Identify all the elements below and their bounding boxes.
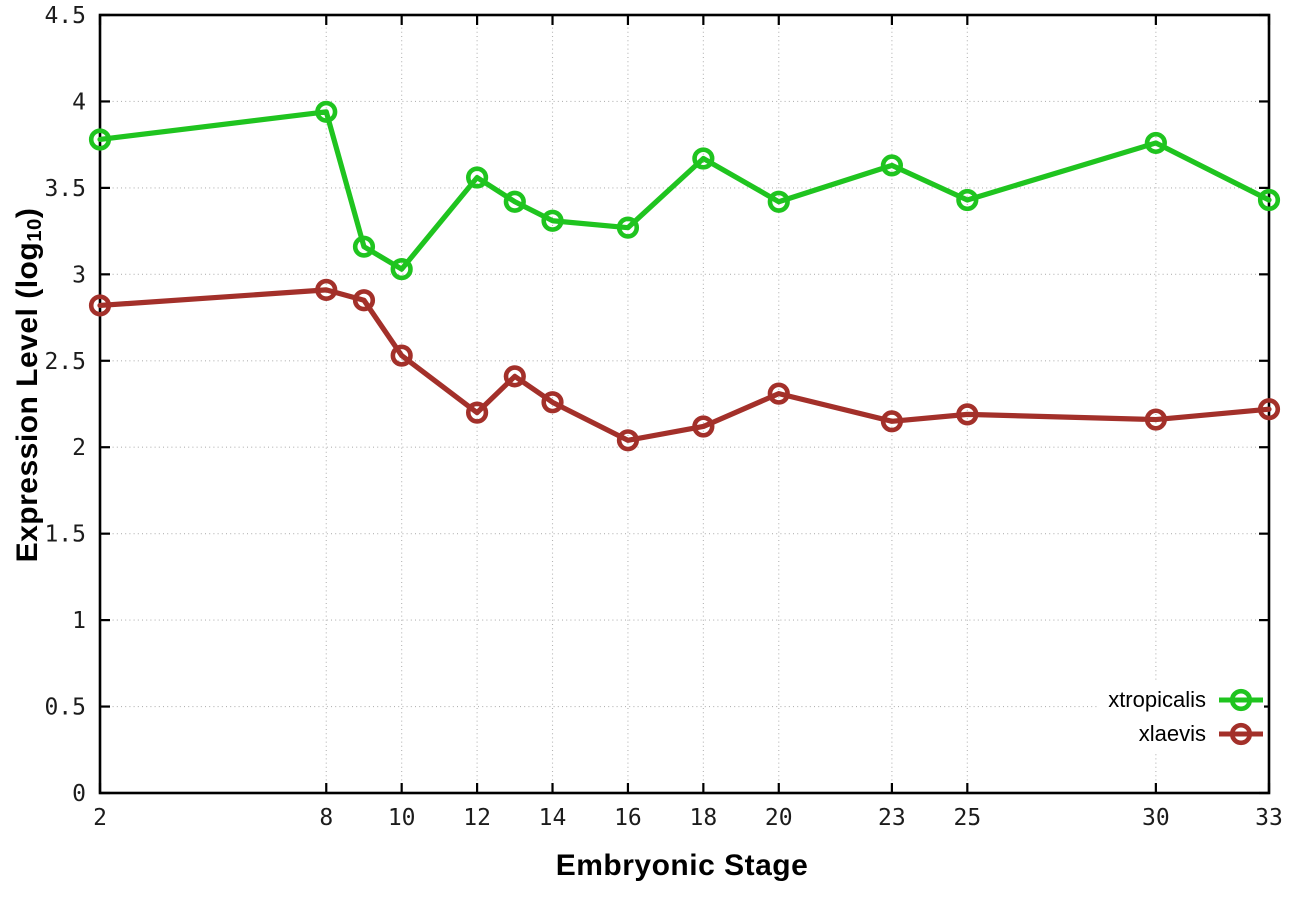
series-line-xlaevis xyxy=(97,287,1272,443)
data-point-xlaevis-stage-30 xyxy=(1144,408,1167,431)
data-point-xlaevis-stage-16 xyxy=(616,429,640,452)
data-point-xlaevis-stage-20 xyxy=(767,382,790,405)
x-tick-label: 14 xyxy=(539,805,567,831)
legend-label-xtropicalis: xtropicalis xyxy=(1108,687,1206,712)
y-tick-label: 0.5 xyxy=(44,695,86,721)
y-axis-title-main: Expression Level (log xyxy=(11,241,44,563)
x-axis-title: Embryonic Stage xyxy=(555,849,809,882)
data-point-xtropicalis-stage-20 xyxy=(767,190,790,213)
legend: xtropicalis xlaevis xyxy=(1098,681,1264,753)
data-point-xlaevis-stage-23 xyxy=(880,410,904,433)
data-point-xtropicalis-stage-12 xyxy=(465,166,489,189)
data-point-xlaevis-stage-18 xyxy=(692,415,715,438)
x-tick-label: 8 xyxy=(319,805,333,831)
plot-border xyxy=(98,13,1271,795)
legend-item-xtropicalis: xtropicalis xyxy=(1108,683,1264,717)
y-tick-label: 2 xyxy=(72,435,86,461)
y-axis-title-close: ) xyxy=(11,207,44,219)
data-point-xlaevis-stage-9 xyxy=(352,289,376,312)
data-point-xtropicalis-stage-13 xyxy=(503,190,526,213)
data-point-xlaevis-stage-14 xyxy=(541,391,564,414)
y-tick-label: 0 xyxy=(72,781,86,807)
legend-item-xlaevis: xlaevis xyxy=(1108,717,1264,751)
data-point-xtropicalis-stage-30 xyxy=(1144,131,1167,155)
y-tick-label: 3.5 xyxy=(44,176,86,202)
x-tick-label: 30 xyxy=(1142,805,1170,831)
data-point-xlaevis-stage-33 xyxy=(1257,398,1281,421)
data-point-xtropicalis-stage-16 xyxy=(616,216,640,239)
y-tick-label: 4 xyxy=(72,89,86,115)
tick-marks xyxy=(98,13,1271,795)
data-point-xtropicalis-stage-25 xyxy=(956,188,979,212)
y-tick-label: 2.5 xyxy=(44,349,86,375)
legend-label-xlaevis: xlaevis xyxy=(1138,721,1206,746)
x-tick-label: 25 xyxy=(953,805,981,831)
gridlines xyxy=(99,14,1270,794)
x-tick-label: 16 xyxy=(614,805,642,831)
data-point-xlaevis-stage-25 xyxy=(956,403,979,426)
series-xlaevis xyxy=(88,278,1281,452)
y-tick-label: 1 xyxy=(72,608,86,634)
data-point-xtropicalis-stage-14 xyxy=(541,209,564,232)
data-point-xtropicalis-stage-2 xyxy=(88,128,112,151)
data-point-xtropicalis-stage-9 xyxy=(352,235,376,258)
data-point-xlaevis-stage-10 xyxy=(390,344,413,367)
legend-marker-xlaevis-icon xyxy=(1219,722,1263,746)
data-point-xtropicalis-stage-10 xyxy=(390,258,413,281)
data-point-xtropicalis-stage-33 xyxy=(1257,188,1281,212)
series-xtropicalis xyxy=(88,100,1281,281)
data-point-xtropicalis-stage-18 xyxy=(692,147,715,170)
y-tick-label: 1.5 xyxy=(44,522,86,548)
x-tick-label: 33 xyxy=(1255,805,1283,831)
data-point-xtropicalis-stage-23 xyxy=(880,154,904,177)
x-tick-label: 20 xyxy=(765,805,793,831)
x-tick-label: 10 xyxy=(388,805,416,831)
x-tick-label: 18 xyxy=(690,805,718,831)
data-point-xlaevis-stage-12 xyxy=(465,401,489,424)
data-point-xlaevis-stage-2 xyxy=(88,294,112,317)
x-tick-label: 23 xyxy=(878,805,906,831)
x-tick-label: 2 xyxy=(93,805,107,831)
y-tick-label: 3 xyxy=(72,262,86,288)
y-axis-title-subscript: 10 xyxy=(24,218,47,242)
data-point-xlaevis-stage-13 xyxy=(503,365,526,388)
y-tick-label: 4.5 xyxy=(44,3,86,29)
x-tick-label: 12 xyxy=(463,805,491,831)
data-point-xtropicalis-stage-8 xyxy=(315,100,338,123)
y-axis-title: Expression Level (log10) xyxy=(11,207,47,563)
tick-labels: 0 0.5 1 1.5 2 2.5 3 3.5 4 4.5 2 8 10 12 14 16 18 20 23 25 30… xyxy=(44,3,1282,831)
series-line-xtropicalis xyxy=(97,109,1272,272)
legend-marker-xtropicalis-icon xyxy=(1219,688,1263,712)
data-point-xlaevis-stage-8 xyxy=(315,278,338,301)
